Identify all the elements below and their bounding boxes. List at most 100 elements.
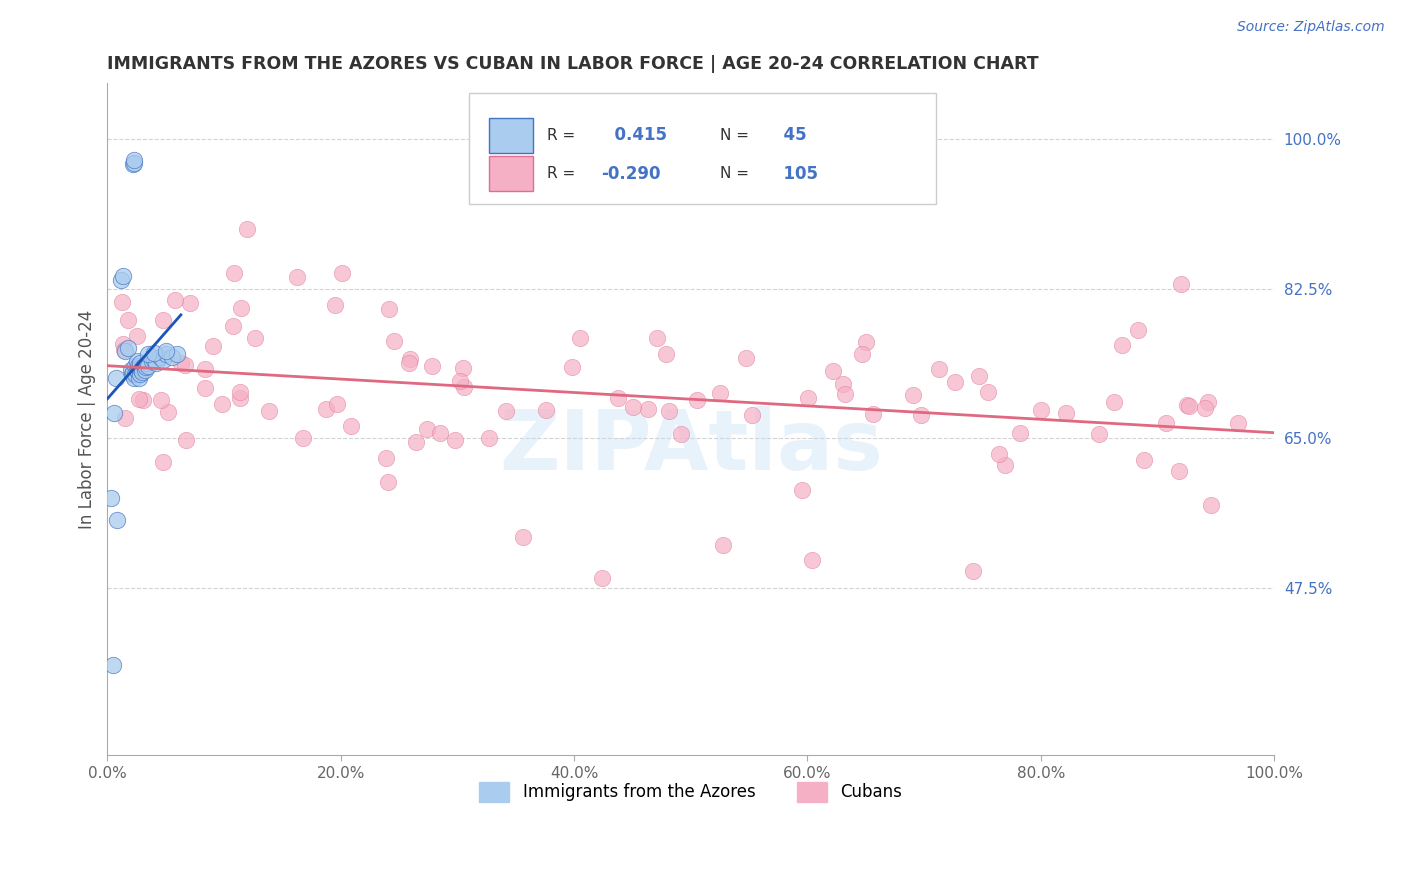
Point bbox=[229, 301, 252, 316]
Point bbox=[415, 421, 437, 435]
Point bbox=[136, 359, 159, 373]
Point bbox=[405, 435, 427, 450]
Point bbox=[122, 155, 145, 169]
Text: ZIPAtlas: ZIPAtlas bbox=[499, 406, 883, 486]
Point bbox=[453, 380, 475, 394]
Point bbox=[149, 350, 172, 364]
Text: 105: 105 bbox=[772, 165, 818, 183]
Point bbox=[977, 385, 1000, 400]
Point bbox=[1128, 323, 1150, 337]
Point bbox=[443, 433, 465, 447]
Point bbox=[330, 266, 353, 280]
Point bbox=[340, 419, 363, 434]
Point bbox=[105, 513, 128, 527]
Point bbox=[637, 402, 659, 417]
Point bbox=[398, 356, 420, 370]
Point bbox=[201, 339, 224, 353]
Point bbox=[229, 384, 252, 399]
Point bbox=[967, 369, 990, 384]
Point bbox=[1175, 398, 1198, 412]
Point bbox=[131, 365, 153, 379]
Point bbox=[257, 404, 280, 418]
Point bbox=[671, 427, 693, 442]
Point bbox=[962, 564, 984, 578]
Point bbox=[141, 354, 163, 368]
Point bbox=[131, 361, 153, 376]
Point bbox=[1029, 402, 1052, 417]
Point bbox=[103, 658, 125, 673]
Point bbox=[399, 351, 422, 366]
Point bbox=[1111, 338, 1133, 352]
Point bbox=[127, 365, 149, 379]
Point bbox=[194, 381, 217, 395]
Point bbox=[235, 221, 257, 235]
Bar bbox=[489, 118, 533, 153]
Point bbox=[124, 359, 146, 373]
Point bbox=[1054, 406, 1077, 420]
Point bbox=[127, 359, 149, 373]
Point bbox=[910, 408, 932, 422]
Point bbox=[173, 359, 195, 373]
Point bbox=[117, 313, 139, 327]
Point bbox=[122, 157, 145, 171]
Point bbox=[136, 347, 159, 361]
Point bbox=[152, 455, 174, 469]
Text: N =: N = bbox=[720, 166, 749, 181]
Point bbox=[512, 530, 534, 544]
Point bbox=[136, 356, 159, 370]
Point bbox=[1170, 277, 1192, 292]
Point bbox=[645, 331, 668, 345]
Point bbox=[121, 367, 143, 381]
Point bbox=[378, 302, 401, 317]
Y-axis label: In Labor Force | Age 20-24: In Labor Force | Age 20-24 bbox=[79, 310, 96, 529]
Point bbox=[132, 359, 155, 373]
Point bbox=[943, 375, 966, 389]
Point bbox=[114, 410, 136, 425]
Point bbox=[110, 273, 132, 287]
Point bbox=[987, 447, 1010, 461]
Point bbox=[1168, 464, 1191, 478]
Point bbox=[143, 352, 166, 367]
Point bbox=[855, 334, 877, 349]
Text: R =: R = bbox=[547, 166, 581, 181]
Point bbox=[928, 362, 950, 376]
Point bbox=[851, 346, 873, 360]
Text: Source: ZipAtlas.com: Source: ZipAtlas.com bbox=[1237, 20, 1385, 34]
Point bbox=[125, 354, 148, 368]
Point bbox=[145, 356, 167, 370]
Point bbox=[1178, 399, 1201, 413]
Point bbox=[285, 270, 308, 285]
Point bbox=[1132, 453, 1154, 467]
Point bbox=[122, 371, 145, 385]
Text: N =: N = bbox=[720, 128, 749, 143]
Point bbox=[163, 293, 186, 307]
Point bbox=[125, 328, 148, 343]
Point bbox=[111, 268, 134, 283]
Point bbox=[155, 347, 177, 361]
Point bbox=[155, 344, 177, 359]
Point bbox=[152, 312, 174, 326]
Point bbox=[221, 318, 243, 333]
Point bbox=[1194, 401, 1216, 415]
Text: IMMIGRANTS FROM THE AZORES VS CUBAN IN LABOR FORCE | AGE 20-24 CORRELATION CHART: IMMIGRANTS FROM THE AZORES VS CUBAN IN L… bbox=[107, 55, 1039, 73]
Point bbox=[224, 266, 246, 280]
Point bbox=[120, 363, 142, 377]
Legend: Immigrants from the Azores, Cubans: Immigrants from the Azores, Cubans bbox=[472, 775, 908, 809]
Point bbox=[243, 331, 266, 345]
Point bbox=[142, 351, 165, 365]
Point bbox=[534, 402, 557, 417]
Text: -0.290: -0.290 bbox=[600, 165, 661, 183]
Point bbox=[111, 336, 134, 351]
Text: R =: R = bbox=[547, 128, 581, 143]
Point bbox=[128, 361, 150, 376]
Point bbox=[157, 405, 180, 419]
Point bbox=[122, 365, 145, 379]
Point bbox=[129, 363, 152, 377]
Point bbox=[994, 458, 1017, 473]
Point bbox=[429, 426, 451, 441]
Point bbox=[382, 334, 405, 349]
Point bbox=[831, 377, 853, 392]
Point bbox=[228, 391, 250, 405]
Point bbox=[179, 296, 201, 310]
Point bbox=[174, 434, 197, 448]
